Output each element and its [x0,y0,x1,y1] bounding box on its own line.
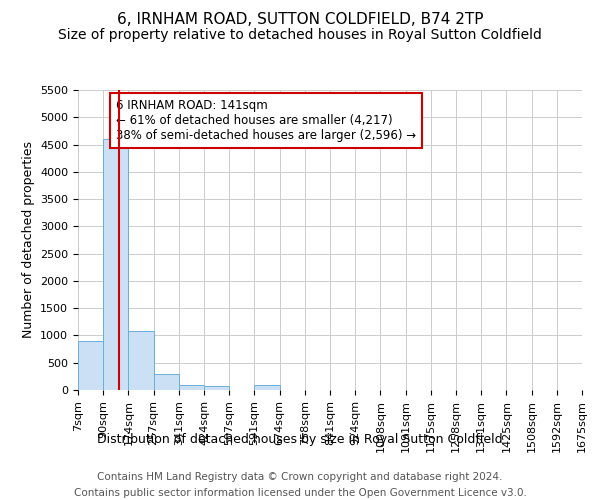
Bar [254,386,280,390]
Bar [78,341,103,390]
Bar [179,385,204,390]
Bar [103,139,128,390]
Text: Contains HM Land Registry data © Crown copyright and database right 2024.: Contains HM Land Registry data © Crown c… [97,472,503,482]
Y-axis label: Number of detached properties: Number of detached properties [22,142,35,338]
Text: 6, IRNHAM ROAD, SUTTON COLDFIELD, B74 2TP: 6, IRNHAM ROAD, SUTTON COLDFIELD, B74 2T… [117,12,483,28]
Bar [128,332,154,390]
Text: Distribution of detached houses by size in Royal Sutton Coldfield: Distribution of detached houses by size … [97,432,503,446]
Text: Contains public sector information licensed under the Open Government Licence v3: Contains public sector information licen… [74,488,526,498]
Bar [154,374,179,390]
Text: 6 IRNHAM ROAD: 141sqm
← 61% of detached houses are smaller (4,217)
38% of semi-d: 6 IRNHAM ROAD: 141sqm ← 61% of detached … [116,99,416,142]
Text: Size of property relative to detached houses in Royal Sutton Coldfield: Size of property relative to detached ho… [58,28,542,42]
Bar [204,386,229,390]
